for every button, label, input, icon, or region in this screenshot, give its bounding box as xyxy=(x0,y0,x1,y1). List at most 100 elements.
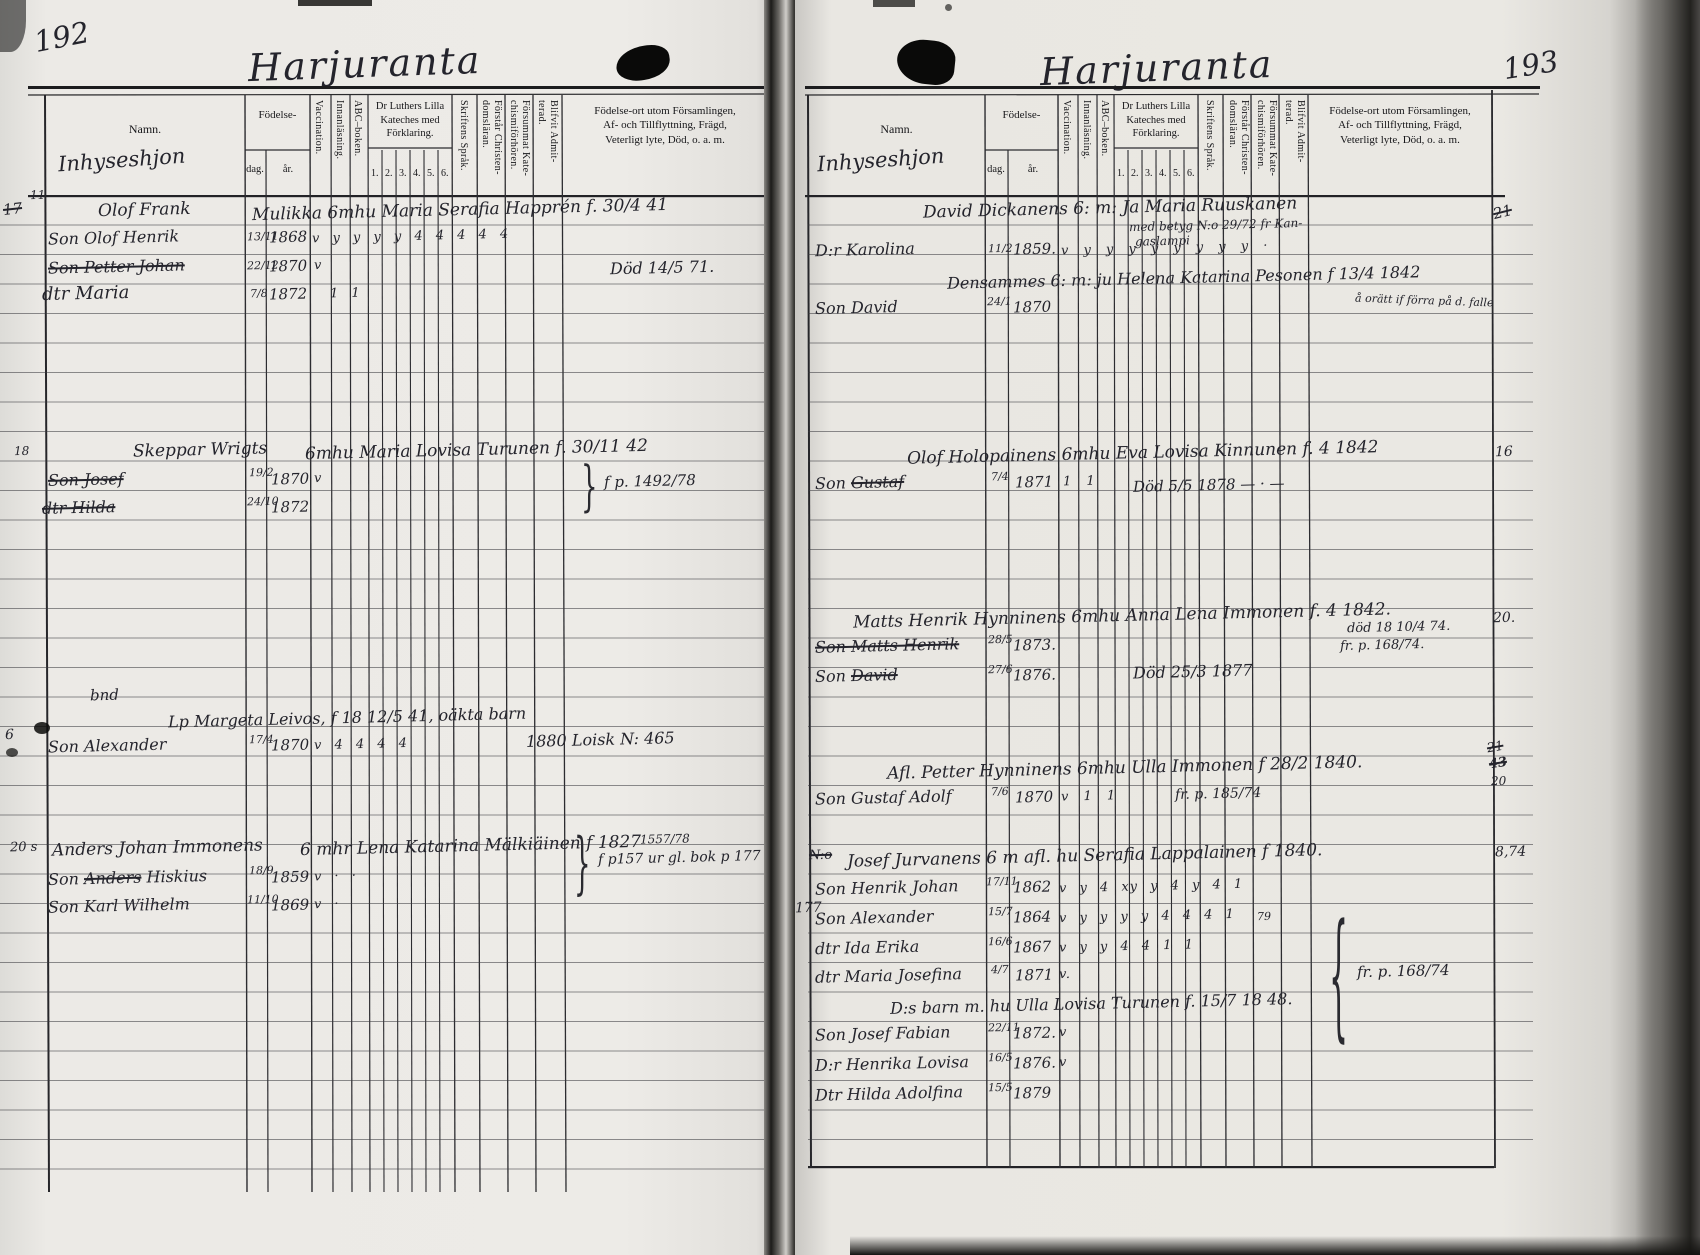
entry-birth-year: 1870 xyxy=(268,256,308,276)
katekes-col-1: 1. xyxy=(1117,168,1125,179)
entry-birth-day: 15/7 xyxy=(987,904,1013,919)
column-header-ar: år. xyxy=(282,164,294,175)
family-header-struck: N:o xyxy=(808,847,833,864)
entry-name: Son Karl Wilhelm xyxy=(47,894,191,917)
entry-name: dtr Maria xyxy=(41,281,130,306)
column-header-dag: dag. xyxy=(246,164,264,175)
margin-note: 16 xyxy=(1494,443,1514,461)
entry-marks: v 4 4 4 4 xyxy=(313,735,409,754)
entry-name: Son Alexander xyxy=(47,734,167,757)
katekes-col-1: 1. xyxy=(371,168,379,179)
column-header-katekes: Dr Luthers Lilla Kateches med Förklaring… xyxy=(375,101,445,140)
entry-birth-year: 1859. xyxy=(1012,239,1057,259)
entry-name: Son Gustaf xyxy=(814,471,905,494)
entry-marks: v. xyxy=(1058,966,1072,983)
column-header-fodelse: Födelse- xyxy=(258,109,297,121)
entry-birth-day: 4/7 xyxy=(990,962,1009,977)
family-header: Skeppar Wrigts xyxy=(132,438,268,462)
family-note: 1557/78 xyxy=(639,831,691,847)
brace-glyph: { xyxy=(1329,898,1349,1059)
entry-note: Död 14/5 71. xyxy=(609,256,715,279)
column-header-vaccination: Vaccination. xyxy=(1061,100,1072,155)
column-header-katekes: Dr Luthers Lilla Kateches med Förklaring… xyxy=(1121,101,1191,140)
margin-note: 17 xyxy=(2,199,23,219)
entry-marks: v xyxy=(1058,1054,1068,1071)
left-page: 192 Harjuranta xyxy=(0,0,780,1255)
katekes-col-5: 5. xyxy=(427,168,435,179)
column-header-abc-boken: ABC–boken. xyxy=(352,100,363,157)
column-header-namn: Namn. xyxy=(128,122,162,136)
entry-name: Son David xyxy=(814,296,898,319)
column-header-blifvit-2: terad. xyxy=(1283,100,1294,125)
katekes-col-4: 4. xyxy=(1159,168,1167,179)
column-header-skriftens: Skriftens Språk. xyxy=(458,100,469,171)
entry-name: Son Petter Johan xyxy=(47,255,185,278)
column-header-forstar: Förstår Christen- xyxy=(492,100,503,175)
column-header-innanlasning: Innanläsning. xyxy=(1081,100,1092,160)
column-header-fodelse: Födelse- xyxy=(1002,109,1041,121)
page-bottom-shadow xyxy=(850,1236,1700,1255)
margin-scribble xyxy=(6,748,18,757)
entry-marks: v · xyxy=(313,896,340,913)
column-header-forstar-2: domsläran. xyxy=(480,100,491,149)
column-header-blifvit: Blifvit Admit- xyxy=(548,100,559,163)
entry-marks: 1 1 xyxy=(1062,473,1096,490)
entry-birth-year: 1876. xyxy=(1012,1053,1057,1073)
katekes-col-6: 6. xyxy=(441,168,449,179)
margin-note: 43 xyxy=(1488,754,1509,773)
scan-smudge xyxy=(298,0,372,6)
katekes-col-6: 6. xyxy=(1187,168,1195,179)
column-header-fodelseort: Födelse-ort utom Församlingen, Af- och T… xyxy=(594,105,736,146)
entry-birth-year: 1864 xyxy=(1012,907,1052,927)
entry-birth-day: 28/5 xyxy=(987,632,1013,647)
entry-note: fr. p. 168/74 xyxy=(1356,960,1450,982)
entry-marks: 1 1 xyxy=(329,285,361,302)
column-header-abc-boken: ABC–boken. xyxy=(1099,100,1110,157)
entry-name: Son Matts Henrik xyxy=(814,634,960,657)
entry-birth-day: 7/4 xyxy=(990,469,1009,484)
margin-note: 18 xyxy=(13,443,30,459)
family-header-prefix: bnd xyxy=(89,685,120,705)
katekes-col-5: 5. xyxy=(1173,168,1181,179)
entry-name: dtr Maria Josefina xyxy=(814,964,963,987)
entry-name: Dtr Hilda Adolfina xyxy=(814,1082,964,1105)
margin-note: 8,74 xyxy=(1494,843,1527,861)
entry-birth-year: 1872 xyxy=(268,284,308,304)
margin-note: 20 xyxy=(1490,773,1507,789)
katekes-col-2: 2. xyxy=(1131,168,1139,179)
entry-name: Son Josef xyxy=(47,469,124,490)
scan-smudge xyxy=(945,4,952,11)
entry-birth-day: 7/8 xyxy=(249,286,268,301)
entry-birth-day: 15/5 xyxy=(987,1080,1013,1095)
family-note: fr. p. 168/74. xyxy=(1339,636,1425,655)
entry-birth-year: 1876. xyxy=(1012,665,1057,685)
ruled-rows xyxy=(0,196,772,1192)
entry-birth-year: 1870 xyxy=(270,469,310,489)
entry-birth-year: 1868 xyxy=(268,227,308,247)
brace-glyph: } xyxy=(574,826,591,904)
entry-birth-year: 1879 xyxy=(1012,1083,1052,1103)
entry-note: Död 25/3 1877 xyxy=(1132,660,1253,683)
column-header-forsummat: Försummat Kate- xyxy=(520,100,531,177)
margin-scribble xyxy=(34,722,50,734)
entry-birth-day: 16/5 xyxy=(987,1050,1013,1065)
entry-note: Död 5/5 1878 — · — xyxy=(1132,474,1285,496)
entry-birth-year: 1862 xyxy=(1012,877,1052,897)
entry-marks: v 1 1 xyxy=(1060,788,1117,805)
entry-birth-year: 1873. xyxy=(1012,635,1057,655)
family-note: död 18 10/4 74. xyxy=(1346,618,1451,637)
entry-name: Son Anders Hiskius xyxy=(47,866,208,889)
entry-name: Son Alexander xyxy=(814,906,934,929)
katekes-col-3: 3. xyxy=(1145,168,1153,179)
katekes-col-3: 3. xyxy=(399,168,407,179)
column-header-vaccination: Vaccination. xyxy=(313,100,324,155)
margin-note: 20 s xyxy=(9,839,38,856)
entry-extra-mark: 79 xyxy=(1256,909,1272,924)
column-header-skriftens: Skriftens Språk. xyxy=(1204,100,1215,171)
margin-note: 6 xyxy=(4,726,15,744)
entry-name: Son Olof Henrik xyxy=(47,226,180,249)
brace-glyph: } xyxy=(581,456,598,519)
entry-birth-year: 1870 xyxy=(270,735,310,755)
entry-marks: v xyxy=(313,470,323,487)
